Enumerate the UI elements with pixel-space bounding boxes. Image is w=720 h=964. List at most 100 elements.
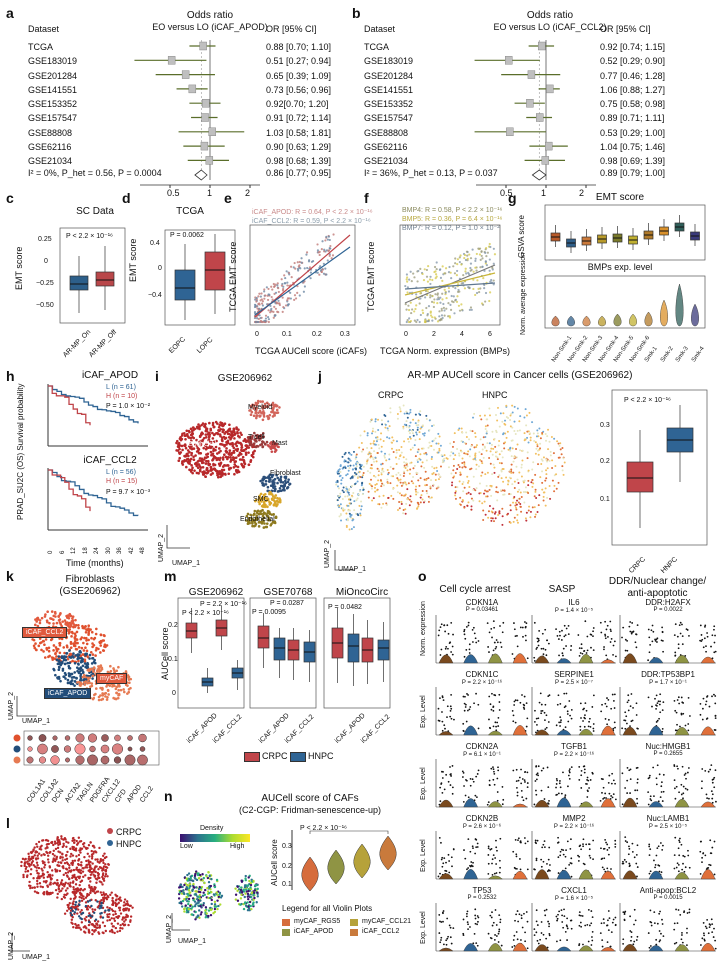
panel-k-dot bbox=[64, 735, 71, 741]
panel-o-dot bbox=[486, 622, 489, 625]
panel-f-fit-bmp5 bbox=[404, 272, 496, 296]
panel-f-point bbox=[430, 300, 434, 303]
panel-o-pvalue-0-1: P = 1.4 × 10⁻⁵ bbox=[554, 608, 594, 614]
panel-n-cell bbox=[246, 892, 250, 896]
panel-f-point bbox=[416, 318, 419, 322]
panel-n-cell bbox=[206, 886, 209, 890]
panel-i-cell-epithelial bbox=[230, 451, 234, 455]
panel-k-cell-icaf-apod bbox=[57, 668, 61, 672]
panel-j-cell-crpc bbox=[405, 410, 408, 413]
panel-j-cell-hnpc bbox=[516, 443, 519, 446]
panel-n-cell bbox=[192, 885, 195, 889]
panel-l-cell-crpc bbox=[46, 875, 49, 879]
panel-j-cell-hnpc bbox=[533, 506, 536, 509]
panel-j-cell-hnpc bbox=[453, 432, 456, 435]
panel-j-cell-hnpc bbox=[515, 506, 518, 509]
panel-l-cell-crpc bbox=[49, 881, 52, 884]
panel-j-cell-hnpc bbox=[506, 512, 509, 515]
panel-j-cell-crpc bbox=[354, 457, 357, 460]
panel-n-violin-2 bbox=[353, 843, 371, 879]
panel-l-cell-crpc bbox=[74, 895, 77, 898]
panel-i-cell-epithelial bbox=[222, 435, 226, 439]
panel-j-cell-hnpc bbox=[515, 465, 518, 468]
panel-l-cell-crpc bbox=[36, 877, 39, 880]
panel-l-cell-crpc bbox=[41, 869, 44, 872]
panel-e-point bbox=[305, 251, 309, 254]
panel-letter-f: f bbox=[364, 190, 369, 206]
panel-j-sub1: CRPC bbox=[378, 390, 404, 400]
panel-o-dot bbox=[522, 635, 524, 638]
panel-f-point bbox=[439, 301, 442, 304]
panel-j-cell-crpc bbox=[399, 408, 402, 411]
panel-n-cell bbox=[187, 900, 190, 903]
panel-h-xtick-2: 12 bbox=[71, 547, 77, 554]
panel-n-cell bbox=[249, 886, 252, 889]
forest-a-point-2 bbox=[181, 70, 190, 79]
panel-j-cell-crpc bbox=[392, 451, 395, 454]
panel-l-cell-crpc bbox=[106, 906, 109, 909]
panel-l-cell-crpc bbox=[99, 891, 103, 894]
panel-n-cell bbox=[181, 885, 184, 889]
panel-i-cell-myeloid bbox=[265, 401, 269, 405]
panel-n-cell bbox=[247, 889, 250, 893]
panel-e-point bbox=[281, 296, 284, 299]
panel-n-cell bbox=[180, 905, 184, 908]
panel-f-frame bbox=[399, 224, 501, 326]
panel-e-point bbox=[283, 274, 286, 277]
forest-b-dataset-4: GSE153352 bbox=[364, 99, 414, 110]
panel-n-cell bbox=[250, 878, 253, 881]
panel-l-cell-crpc bbox=[48, 865, 51, 868]
panel-i-cell-epithelial bbox=[227, 428, 231, 431]
panel-i-cell-epithelial bbox=[202, 472, 206, 475]
panel-j-cell-hnpc bbox=[546, 435, 549, 438]
panel-i-cell-tcell bbox=[263, 443, 267, 446]
panel-j-cell-hnpc bbox=[536, 429, 539, 432]
panel-f-point bbox=[415, 304, 418, 307]
panel-k-cell-icaf-ccl2 bbox=[92, 637, 96, 641]
panel-k-cell-icaf-apod bbox=[65, 652, 69, 655]
panel-l-cell-hnpc bbox=[100, 906, 103, 909]
panel-j-cell-hnpc bbox=[490, 517, 493, 520]
panel-j-cell-crpc-left bbox=[344, 467, 347, 470]
panel-j-cell-hnpc bbox=[461, 482, 464, 485]
panel-i-cell-epithelial bbox=[177, 459, 181, 463]
panel-n-axis-arrows bbox=[171, 913, 190, 931]
panel-i-cell-epithelial bbox=[220, 468, 224, 472]
panel-i-cell-smc bbox=[273, 499, 276, 503]
panel-e-point bbox=[274, 291, 278, 294]
panel-i-cell-epithelial bbox=[195, 450, 199, 453]
panel-f-point bbox=[414, 307, 417, 311]
panel-j-cell-crpc-left bbox=[346, 517, 349, 520]
panel-l-cell-crpc bbox=[65, 840, 68, 844]
panel-l-cell-crpc bbox=[96, 860, 99, 863]
panel-i-cell-epithelial bbox=[224, 455, 228, 459]
panel-n-cell bbox=[216, 899, 219, 902]
panel-o-dot bbox=[533, 621, 536, 624]
forest-b-dataset-2: GSE201284 bbox=[364, 70, 414, 81]
panel-o-pvalue-0-0: P = 0.03461 bbox=[465, 607, 499, 613]
panel-l-cell-crpc bbox=[39, 848, 43, 851]
panel-j-cell-hnpc bbox=[484, 473, 487, 476]
panel-f-point bbox=[410, 311, 413, 315]
panel-k-cell-mycaf bbox=[122, 688, 125, 691]
panel-i-cell-epithelial bbox=[185, 429, 189, 433]
panel-j-cell-crpc bbox=[380, 432, 383, 435]
panel-k-cell-icaf-ccl2 bbox=[58, 644, 62, 647]
panel-k-cell-mycaf bbox=[126, 684, 129, 687]
panel-j-cell-crpc bbox=[409, 468, 412, 471]
panel-l-cell-crpc bbox=[60, 835, 63, 838]
panel-n-cell bbox=[181, 899, 185, 903]
panel-j-cell-hnpc bbox=[516, 478, 519, 481]
panel-j-cell-crpc bbox=[411, 446, 414, 449]
forest-b-summary-stats: I² = 36%, P_het = 0.13, P = 0.037 bbox=[364, 168, 498, 178]
panel-j-cell-crpc bbox=[398, 492, 401, 495]
panel-j-cell-hnpc bbox=[463, 486, 466, 489]
panel-k-dot-row-marker-0 bbox=[13, 734, 21, 742]
panel-n-cell bbox=[253, 889, 257, 892]
panel-i-cell-smc bbox=[258, 495, 261, 498]
panel-j-cell-hnpc bbox=[491, 517, 494, 520]
panel-i-umap bbox=[166, 399, 292, 549]
panel-j-cell-hnpc bbox=[500, 450, 503, 453]
panel-e-point bbox=[289, 265, 293, 268]
panel-i-cell-myeloid bbox=[266, 414, 269, 418]
